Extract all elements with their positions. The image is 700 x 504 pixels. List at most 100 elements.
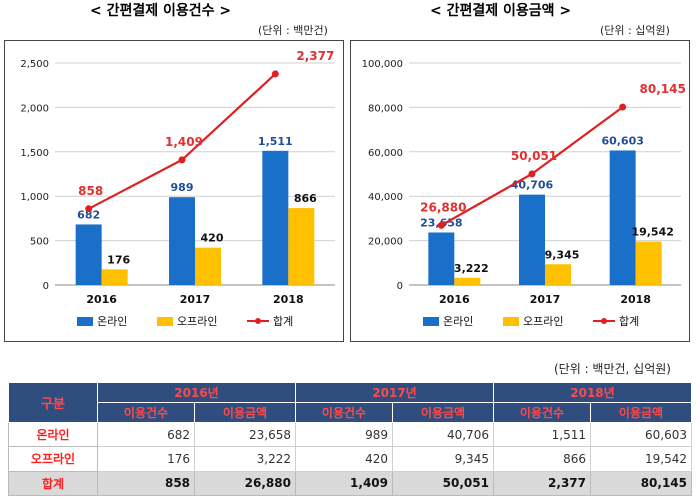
table-subheader: 이용금액 [392, 402, 494, 423]
row-label: 오프라인 [8, 446, 98, 472]
y-tick-label: 0 [43, 281, 49, 292]
legend-label-total: 합계 [619, 315, 639, 328]
bar-online [169, 197, 195, 285]
y-tick-label: 60,000 [368, 148, 403, 159]
legend-swatch-online [77, 317, 93, 326]
table-cell: 9,345 [392, 446, 494, 472]
table-cell: 50,051 [392, 470, 494, 497]
table-header-label: 구분 [8, 382, 98, 423]
data-label-online: 989 [171, 181, 194, 194]
total-point [178, 156, 186, 164]
x-tick-label: 2017 [180, 293, 211, 306]
table-cell: 176 [96, 446, 196, 472]
legend-swatch-offline [503, 317, 519, 326]
y-tick-label: 40,000 [368, 192, 403, 203]
x-tick-label: 2017 [530, 293, 561, 306]
y-tick-label: 1,500 [20, 148, 49, 159]
table-cell: 866 [492, 446, 592, 472]
data-label-total: 50,051 [511, 149, 557, 163]
total-point [271, 70, 279, 78]
table-cell: 1,409 [294, 470, 394, 497]
legend-label-offline: 오프라인 [523, 315, 563, 328]
count-chart-unit: (단위 : 백만건) [258, 24, 328, 37]
y-tick-label: 80,000 [368, 103, 403, 114]
table-year-header: 2017년 [294, 382, 494, 403]
amount-chart-unit: (단위 : 십억원) [600, 24, 670, 37]
amount-chart-panel: 020,00040,00060,00080,000100,00023,6583,… [350, 40, 690, 342]
legend-swatch-online [423, 317, 439, 326]
table-cell: 26,880 [194, 470, 296, 497]
table-cell: 19,542 [590, 446, 692, 472]
data-label-total: 80,145 [640, 82, 686, 96]
table-cell: 1,511 [492, 421, 592, 448]
table-cell: 989 [294, 421, 394, 448]
legend-label-offline: 오프라인 [177, 315, 217, 328]
data-label-offline: 866 [294, 192, 317, 205]
bar-offline [101, 269, 128, 285]
table-subheader: 이용금액 [194, 402, 296, 423]
bar-online [519, 194, 545, 285]
amount-chart: 020,00040,00060,00080,000100,00023,6583,… [362, 59, 686, 328]
table-row: 온라인 682 23,658 989 40,706 1,511 60,603 [8, 421, 692, 448]
count-chart-title: < 간편결제 이용건수 > [90, 3, 232, 19]
y-tick-label: 20,000 [368, 237, 403, 248]
data-label-offline: 420 [201, 232, 224, 245]
table-year-header: 2018년 [492, 382, 693, 403]
data-label-online: 60,603 [601, 134, 643, 147]
y-tick-label: 100,000 [362, 59, 403, 70]
table-cell: 40,706 [392, 421, 494, 448]
total-point [528, 170, 536, 178]
data-label-total: 1,409 [165, 135, 203, 149]
y-tick-label: 2,000 [20, 103, 49, 114]
bar-offline [545, 264, 571, 285]
table-cell: 60,603 [590, 421, 692, 448]
count-chart-panel: 0 500 1,000 1,500 2,000 2,500 682 176 2016 989 420… [4, 40, 344, 342]
x-tick-label: 2016 [86, 293, 117, 306]
table-cell: 2,377 [492, 470, 592, 497]
y-tick-label: 2,500 [20, 59, 49, 70]
legend-marker-total [601, 318, 607, 324]
summary-table: 구분 2016년 2017년 2018년 이용건수 이용금액 이용건수 이용금액… [8, 382, 693, 497]
data-label-online: 40,706 [511, 179, 554, 192]
data-label-offline: 176 [107, 253, 130, 266]
table-cell: 858 [96, 470, 196, 497]
count-chart: 0 500 1,000 1,500 2,000 2,500 682 176 2016 989 420… [20, 49, 335, 328]
bar-online [609, 150, 636, 285]
bar-offline [195, 247, 221, 285]
legend-label-total: 합계 [273, 315, 293, 328]
bar-online [75, 224, 102, 285]
table-subheader: 이용건수 [294, 402, 394, 423]
data-label-offline: 9,345 [545, 248, 580, 261]
total-point [437, 221, 445, 229]
legend-label-online: 온라인 [97, 315, 127, 328]
x-tick-label: 2018 [620, 293, 651, 306]
bar-online [262, 150, 289, 285]
row-label: 합계 [8, 470, 98, 497]
y-tick-label: 1,000 [20, 192, 49, 203]
bar-offline [288, 208, 315, 285]
data-label-total: 2,377 [296, 49, 334, 63]
x-tick-label: 2018 [273, 293, 304, 306]
table-cell: 3,222 [194, 446, 296, 472]
table-row: 오프라인 176 3,222 420 9,345 866 19,542 [8, 446, 692, 472]
table-subheader: 이용금액 [590, 402, 692, 423]
total-point [619, 103, 627, 111]
bar-offline [635, 241, 662, 285]
total-point [85, 205, 93, 213]
amount-chart-title: < 간편결제 이용금액 > [430, 3, 572, 19]
bar-offline [454, 277, 481, 285]
y-tick-label: 0 [397, 281, 403, 292]
legend-marker-total [255, 318, 261, 324]
table-cell: 682 [96, 421, 196, 448]
legend-swatch-offline [157, 317, 173, 326]
data-label-total: 26,880 [420, 200, 466, 214]
table-unit: (단위 : 백만건, 십억원) [554, 362, 671, 376]
table-year-header: 2016년 [97, 382, 296, 403]
table-subheader: 이용건수 [96, 402, 196, 423]
table-cell: 420 [294, 446, 394, 472]
data-label-offline: 19,542 [631, 226, 673, 239]
table-cell: 80,145 [590, 470, 692, 497]
row-label: 온라인 [8, 421, 98, 448]
x-tick-label: 2016 [439, 293, 470, 306]
data-label-online: 682 [77, 208, 100, 221]
